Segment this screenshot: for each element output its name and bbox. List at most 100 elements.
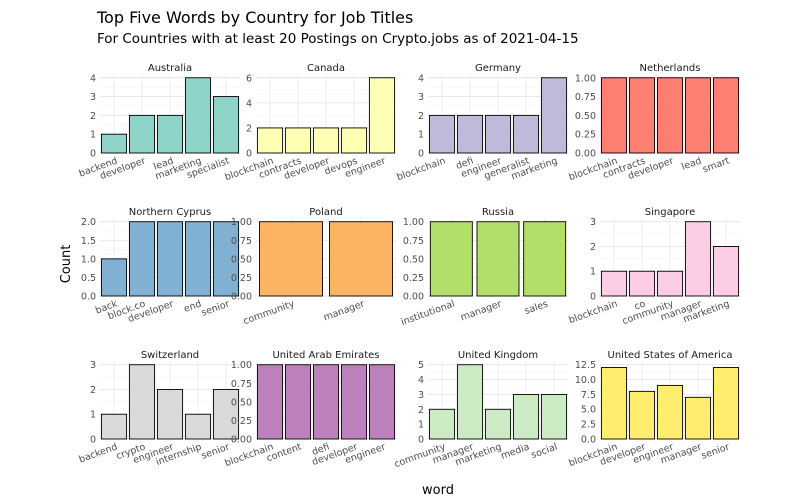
bar [540, 77, 568, 154]
x-tick-label: media [499, 441, 531, 461]
bar [512, 393, 540, 440]
y-tick-label: 6 [246, 73, 252, 84]
bar [523, 221, 567, 297]
y-tick-label: 5.0 [581, 405, 596, 416]
bar [156, 114, 184, 154]
bar [540, 393, 568, 440]
facet-panel: Canada0246blockchaincontractsdeveloperde… [223, 63, 396, 183]
y-tick-label: 0.75 [231, 236, 252, 247]
bar [100, 258, 128, 297]
bar [184, 77, 212, 154]
bar [329, 221, 393, 297]
y-tick-label: 0.25 [575, 130, 596, 141]
bar [600, 367, 628, 440]
bar [368, 77, 396, 154]
y-tick-label: 2 [418, 405, 424, 416]
bar [628, 270, 656, 297]
y-tick-label: 0 [246, 149, 252, 160]
bar [312, 127, 340, 154]
y-tick-label: 0.00 [403, 292, 424, 303]
y-tick-label: 3 [590, 217, 596, 228]
y-tick-label: 2 [90, 111, 96, 122]
bar [340, 127, 368, 154]
bar [684, 396, 712, 440]
y-tick-label: 0.0 [581, 435, 596, 446]
bar [600, 77, 628, 154]
facet-strip-label: Singapore [645, 207, 695, 218]
facet-strip-label: Poland [309, 207, 342, 218]
x-tick-label: end [182, 298, 203, 314]
x-tick-label: sales [523, 298, 550, 317]
y-tick-label: 0.50 [575, 111, 596, 122]
bar [100, 133, 128, 154]
x-tick-label: manager [322, 298, 366, 323]
bar [256, 364, 284, 440]
y-tick-label: 0.00 [231, 292, 252, 303]
x-tick-label: smart [701, 155, 731, 175]
x-tick-label: senior [700, 441, 731, 461]
facet-panel: Poland 0.00 0.25 0.50 0.75 1.00 community manag… [231, 207, 396, 327]
y-tick-label: 2 [418, 111, 424, 122]
bar [256, 127, 284, 154]
x-tick-label: social [530, 441, 559, 461]
bar [284, 127, 312, 154]
chart-subtitle: For Countries with at least 20 Postings … [97, 31, 579, 47]
y-tick-label: 0.50 [231, 397, 252, 408]
y-tick-label: 0.00 [231, 435, 252, 446]
x-tick-label: manager [459, 298, 503, 323]
y-tick-label: 2 [590, 242, 596, 253]
x-tick-label: institutional [400, 298, 457, 328]
x-tick-label: blockchain [395, 155, 447, 183]
bar [128, 364, 156, 440]
y-tick-label: 0.75 [231, 379, 252, 390]
bar [184, 221, 212, 297]
y-tick-label: 0.75 [403, 236, 424, 247]
y-tick-label: 2.0 [81, 217, 96, 228]
bar [428, 114, 456, 154]
y-tick-label: 1.00 [231, 360, 252, 371]
y-tick-label: 0.00 [575, 149, 596, 160]
bar [259, 221, 323, 297]
x-tick-label: backend [78, 441, 119, 465]
x-tick-label: lead [680, 155, 703, 172]
y-tick-label: 0.25 [231, 416, 252, 427]
facet-strip-label: Russia [482, 207, 514, 218]
y-tick-label: 12.5 [575, 360, 596, 371]
y-tick-label: 1.00 [231, 217, 252, 228]
bar [428, 408, 456, 440]
y-tick-label: 3 [90, 92, 96, 103]
bar [212, 389, 240, 440]
y-tick-label: 1.00 [403, 217, 424, 228]
bar [684, 77, 712, 154]
bar [628, 77, 656, 154]
y-tick-label: 4 [246, 98, 252, 109]
facet-strip-label: Northern Cyprus [129, 207, 211, 218]
bar [128, 221, 156, 297]
x-axis-title: word [422, 483, 454, 498]
y-tick-label: 1 [418, 420, 424, 431]
facet-panel: Switzerland0123backendcryptoengineerinte… [78, 350, 240, 468]
bar [368, 364, 396, 440]
y-tick-label: 4 [90, 73, 96, 84]
facet-panel: Netherlands0.000.250.500.751.00blockchai… [567, 63, 740, 183]
bar [476, 221, 520, 297]
bar [512, 114, 540, 154]
y-tick-label: 2 [90, 385, 96, 396]
bar [212, 96, 240, 154]
y-tick-label: 5 [418, 360, 424, 371]
x-tick-label: blockchain [567, 298, 619, 326]
facet-panel: United States of America 0.0 2.5 5.0 7.5 10.0… [567, 350, 740, 469]
bar [456, 114, 484, 154]
y-tick-label: 0.5 [81, 273, 96, 284]
chart-title: Top Five Words by Country for Job Titles [97, 8, 414, 27]
bar [484, 408, 512, 440]
y-tick-label: 0.25 [403, 273, 424, 284]
bar [656, 77, 684, 154]
facet-panel: Northern Cyprus0.00.51.01.52.0backblock.… [81, 207, 240, 325]
bar [128, 114, 156, 154]
facet-panel: United Arab Emirates 0.00 0.25 0.50 0.75 1.00… [223, 350, 396, 469]
bar [156, 389, 184, 440]
y-tick-label: 2.5 [581, 420, 596, 431]
